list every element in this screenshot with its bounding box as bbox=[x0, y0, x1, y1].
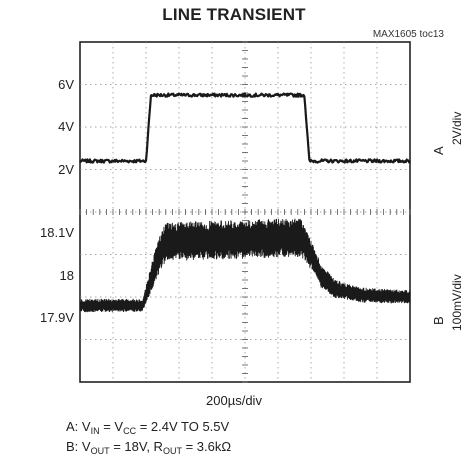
x-scale-label: 200µs/div bbox=[206, 393, 262, 408]
channel-scale-label: 100mV/div bbox=[450, 274, 464, 331]
y-tick-label: 2V bbox=[58, 161, 74, 177]
y-tick-label: 17.9V bbox=[40, 310, 74, 326]
note-line-a: A: VIN = VCC = 2.4V TO 5.5V bbox=[66, 419, 230, 436]
y-tick-label: 18 bbox=[59, 267, 74, 283]
figure-id: MAX1605 toc13 bbox=[372, 29, 444, 40]
note-line-b: B: VOUT = 18V, ROUT = 3.6kΩ bbox=[66, 439, 232, 456]
trace-channel-a bbox=[79, 92, 411, 164]
channel-id-label: B bbox=[431, 316, 446, 325]
channel-id-label: A bbox=[431, 146, 446, 155]
y-tick-label: 18.1V bbox=[40, 225, 74, 241]
chart-title: LINE TRANSIENT bbox=[162, 5, 306, 24]
y-tick-label: 6V bbox=[58, 76, 74, 92]
channel-scale-label: 2V/div bbox=[450, 111, 464, 145]
trace-channel-b bbox=[79, 218, 411, 313]
y-tick-label: 4V bbox=[58, 119, 74, 134]
